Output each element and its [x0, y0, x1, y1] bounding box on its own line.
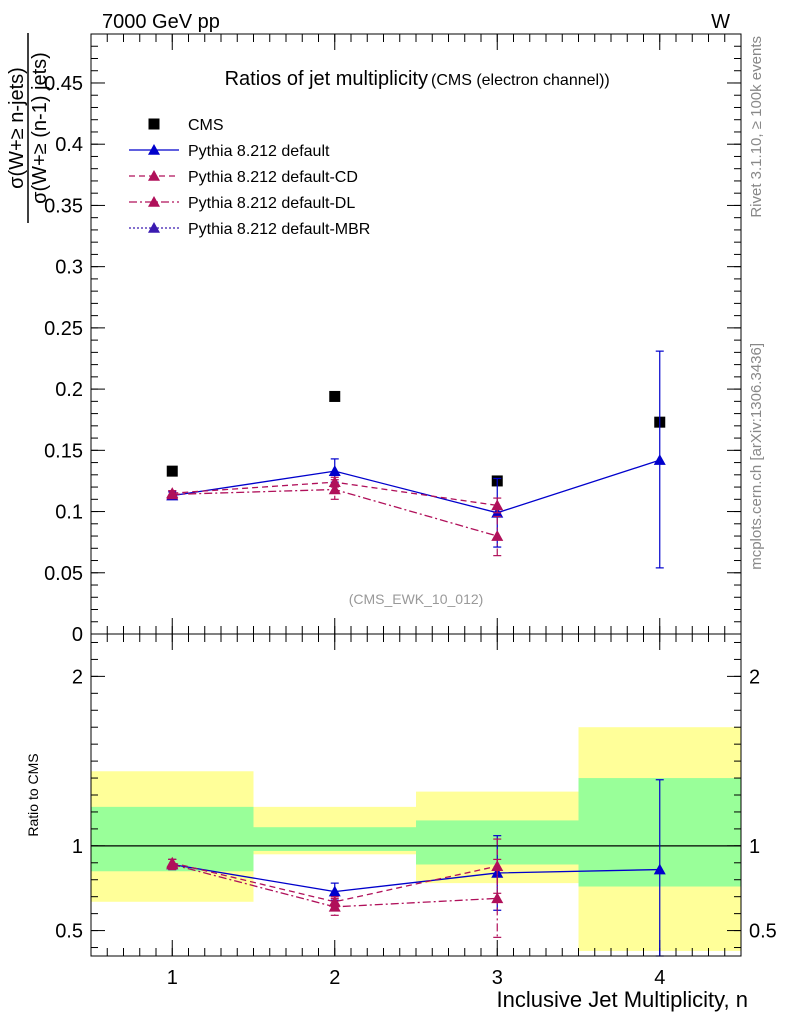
ratio-ytick-label: 1	[72, 836, 83, 858]
legend: CMS Pythia 8.212 default Pythia 8.212 defa…	[129, 117, 370, 238]
main-ytick-label: 0.1	[55, 502, 83, 524]
main-ytick-label: 0	[72, 624, 83, 646]
ratio-xtick-label: 4	[654, 967, 665, 989]
analysis-watermark: (CMS_EWK_10_012)	[349, 591, 484, 607]
main-ytick-label: 0.35	[44, 195, 83, 217]
mcplots-label: mcplots.cern.ch [arXiv:1306.3436]	[748, 343, 765, 570]
ratio-mc-point-2	[328, 900, 341, 912]
ratio-mc-point-2	[491, 892, 504, 904]
ratio-ylabel: Ratio to CMS	[25, 753, 41, 836]
legend-marker-2	[148, 170, 160, 181]
xlabel: Inclusive Jet Multiplicity, n	[497, 987, 748, 1012]
main-mc-point-3	[491, 530, 504, 541]
ratio-series-line-0	[172, 863, 660, 893]
main-series-line-1	[172, 459, 660, 514]
main-mc-point-3	[328, 483, 341, 495]
main-ytick-label: 0.4	[55, 134, 83, 156]
ylabel-denominator: σ(W+≥ (n-1) jets)	[29, 52, 51, 204]
legend-marker-3	[148, 196, 160, 207]
ylabel-numerator: σ(W+≥ n-jets)	[6, 67, 28, 189]
main-mc-point-2	[491, 499, 504, 511]
process-label: W	[711, 11, 730, 33]
ratio-ytick-label-right: 0.5	[749, 921, 777, 943]
legend-label-2: Pythia 8.212 default-CD	[188, 169, 358, 186]
ratio-ytick-label: 2	[72, 666, 83, 688]
legend-marker-1	[148, 144, 160, 155]
legend-label-4: Pythia 8.212 default-MBR	[188, 221, 370, 238]
chart-title: Ratios of jet multiplicity	[225, 68, 428, 90]
main-ytick-label: 0.3	[55, 257, 83, 279]
energy-label: 7000 GeV pp	[102, 11, 220, 33]
chart-subtitle: (CMS (electron channel))	[431, 72, 610, 89]
main-ytick-label: 0.45	[44, 73, 83, 95]
main-ylabel: σ(W+≥ n-jets) σ(W+≥ (n-1) jets)	[6, 33, 51, 223]
ratio-xtick-label: 1	[167, 967, 178, 989]
main-ytick-label: 0.15	[44, 440, 83, 462]
ratio-series-line-1	[172, 862, 498, 903]
ratio-mc-point-0	[653, 863, 666, 875]
main-mc-point-3	[166, 488, 179, 500]
main-ytick-label: 0.25	[44, 318, 83, 340]
ratio-ytick-label: 0.5	[55, 921, 83, 943]
ratio-ytick-label-right: 1	[749, 836, 760, 858]
legend-label-0: CMS	[188, 117, 224, 134]
legend-marker-4	[148, 222, 160, 233]
ratio-panel: 0.5 0.5 1 1 2 2 1 2 3 4	[55, 633, 777, 989]
ratio-mc-point-2	[166, 858, 179, 870]
main-data-point	[329, 390, 341, 402]
ratio-mc-point-0	[328, 885, 341, 897]
legend-label-1: Pythia 8.212 default	[188, 143, 330, 160]
ratio-xtick-label: 3	[492, 967, 503, 989]
ratio-xtick-label: 2	[329, 967, 340, 989]
rivet-label: Rivet 3.1.10, ≥ 100k events	[748, 36, 765, 218]
ratio-band-green	[253, 827, 416, 851]
ratio-frame	[90, 633, 742, 957]
main-mc-point-1	[328, 465, 341, 476]
main-mc-point-1	[653, 454, 666, 465]
ratio-ytick-label-right: 2	[749, 666, 760, 688]
legend-label-3: Pythia 8.212 default-DL	[188, 195, 355, 212]
main-ytick-label: 0.2	[55, 379, 83, 401]
main-ytick-label: 0.05	[44, 563, 83, 585]
legend-marker-data	[148, 118, 160, 130]
main-data-point	[166, 465, 178, 477]
